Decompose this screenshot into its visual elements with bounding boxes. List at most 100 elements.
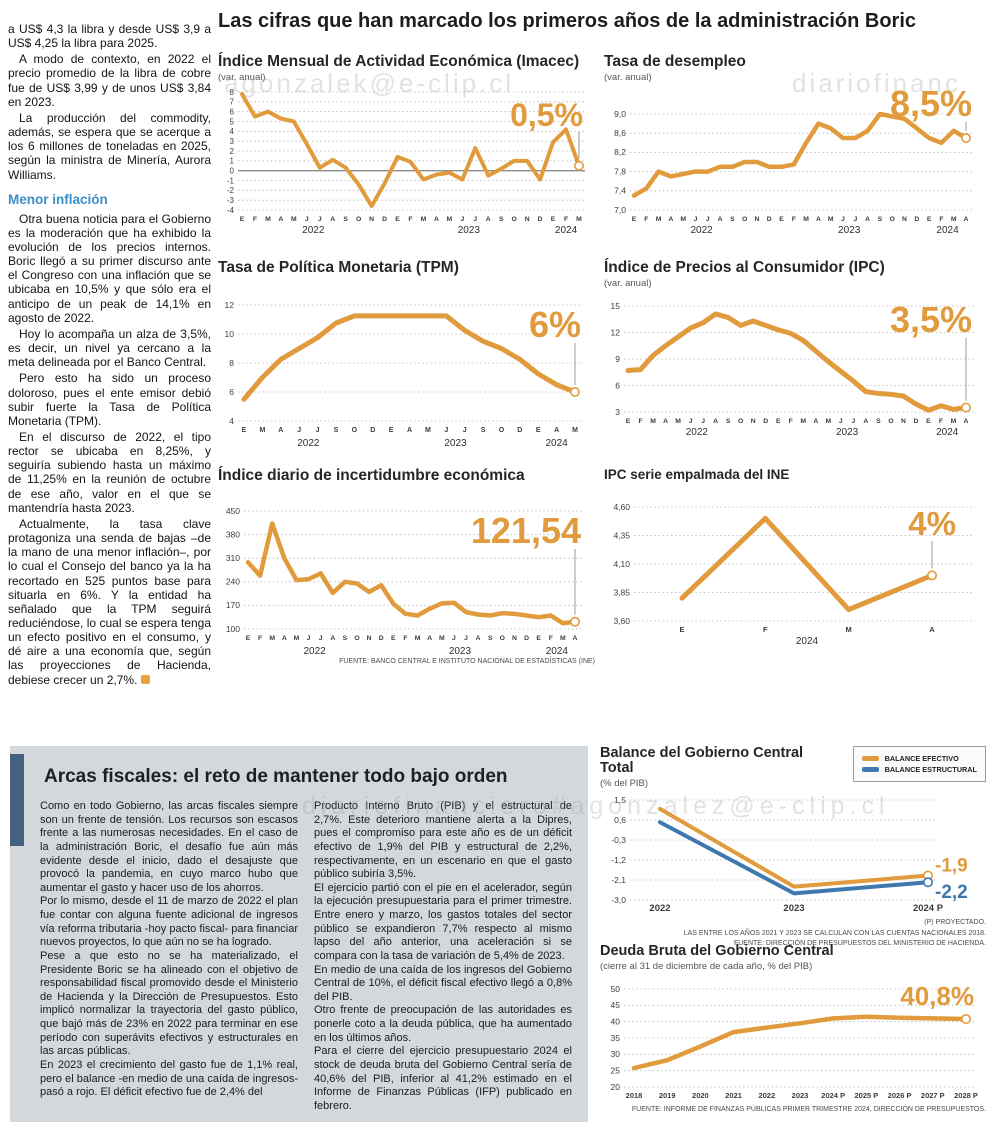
- chart-title: Índice diario de incertidumbre económica: [218, 467, 525, 484]
- svg-text:F: F: [564, 216, 568, 223]
- chart-title: IPC serie empalmada del INE: [604, 467, 790, 482]
- svg-text:6%: 6%: [529, 304, 581, 345]
- svg-text:S: S: [481, 427, 486, 434]
- footnote: (P) PROYECTADO.: [924, 919, 986, 927]
- article-paragraph: Actualmente, la tasa clave protagoniza u…: [8, 517, 211, 687]
- svg-text:D: D: [370, 427, 375, 434]
- fiscal-paragraph: Para el cierre del ejercicio presupuesta…: [314, 1045, 572, 1112]
- svg-text:F: F: [789, 418, 793, 425]
- fiscal-paragraph: Otro frente de preocupación de las autor…: [314, 1004, 572, 1044]
- page-title: Las cifras que han marcado los primeros …: [218, 10, 916, 32]
- svg-text:4%: 4%: [908, 505, 956, 542]
- svg-text:121,54: 121,54: [471, 510, 581, 551]
- svg-text:F: F: [403, 635, 407, 642]
- svg-text:2026 P: 2026 P: [888, 1091, 912, 1100]
- svg-text:0,6: 0,6: [614, 815, 626, 825]
- svg-text:2028 P: 2028 P: [954, 1091, 978, 1100]
- svg-text:O: O: [354, 635, 359, 642]
- svg-text:N: N: [369, 216, 374, 223]
- svg-text:12: 12: [611, 328, 621, 338]
- svg-text:S: S: [488, 635, 493, 642]
- svg-text:6: 6: [230, 108, 235, 117]
- svg-text:E: E: [536, 427, 541, 434]
- legend-item-efectivo: BALANCE EFECTIVO: [861, 754, 977, 763]
- fiscal-paragraph: Por lo mismo, desde el 11 de marzo de 20…: [40, 895, 298, 949]
- svg-text:A: A: [330, 216, 335, 223]
- svg-text:J: J: [319, 635, 323, 642]
- svg-text:F: F: [939, 418, 943, 425]
- svg-text:2024 P: 2024 P: [913, 903, 944, 914]
- svg-text:A: A: [816, 216, 821, 223]
- svg-text:D: D: [379, 635, 384, 642]
- svg-text:D: D: [767, 216, 772, 223]
- chart-subtitle: (% del PIB): [600, 778, 649, 790]
- svg-text:M: M: [576, 216, 582, 223]
- chart-legend: BALANCE EFECTIVO BALANCE ESTRUCTURAL: [852, 746, 986, 782]
- svg-text:M: M: [803, 216, 809, 223]
- svg-text:2022: 2022: [302, 225, 325, 236]
- chart-title: Índice Mensual de Actividad Económica (I…: [218, 53, 580, 70]
- svg-text:40: 40: [611, 1017, 621, 1027]
- svg-text:2019: 2019: [659, 1091, 676, 1100]
- svg-text:E: E: [679, 625, 684, 634]
- chart-ipc-empalmada: IPC serie empalmada del INE 4,60 4,35 4,10…: [604, 467, 986, 647]
- svg-text:M: M: [800, 418, 806, 425]
- svg-text:J: J: [452, 635, 456, 642]
- tpm-line-chart: 12 10 8 6 4 E M A J J S O D E A M J J S O D E A M 2022 2023 2024 6%: [225, 300, 583, 449]
- svg-text:A: A: [718, 216, 723, 223]
- desempleo-line-chart: 9,08,68,27,87,47,0E F M A M J J A S O N D E F M A M J J A S O…: [614, 86, 974, 236]
- svg-text:O: O: [500, 635, 505, 642]
- svg-text:240: 240: [226, 577, 240, 587]
- legend-label: BALANCE ESTRUCTURAL: [884, 765, 977, 774]
- svg-text:A: A: [964, 216, 969, 223]
- article-paragraph: A modo de contexto, en 2022 el precio pr…: [8, 52, 211, 109]
- svg-text:2024 P: 2024 P: [821, 1091, 845, 1100]
- svg-text:8,6: 8,6: [614, 128, 626, 138]
- svg-text:M: M: [572, 427, 578, 434]
- svg-text:5: 5: [230, 118, 235, 127]
- svg-text:-4: -4: [227, 206, 235, 215]
- svg-text:3: 3: [230, 137, 235, 146]
- svg-text:2018: 2018: [626, 1091, 643, 1100]
- svg-text:4: 4: [229, 416, 234, 426]
- svg-text:E: E: [927, 216, 932, 223]
- svg-text:S: S: [499, 216, 504, 223]
- svg-text:S: S: [343, 635, 348, 642]
- chart-title: Deuda Bruta del Gobierno Central: [600, 943, 834, 959]
- svg-text:M: M: [415, 635, 421, 642]
- svg-text:E: E: [776, 418, 781, 425]
- svg-text:A: A: [554, 427, 559, 434]
- svg-text:2022: 2022: [297, 438, 320, 449]
- svg-text:-1,9: -1,9: [935, 856, 968, 877]
- svg-text:A: A: [486, 216, 491, 223]
- chart-source: FUENTE: INFORME DE FINANZAS PÚBLICAS PRI…: [631, 1106, 986, 1114]
- svg-text:2023: 2023: [458, 225, 481, 236]
- svg-text:S: S: [334, 427, 339, 434]
- svg-text:J: J: [307, 635, 311, 642]
- footnote: LAS ENTRE LOS AÑOS 2021 Y 2023 SE CALCUL…: [683, 929, 986, 937]
- balance-line-chart: 1,5 0,6 -0,3 -1,2 -2,1 -3,0 2022 2023 2024 P -1,9…: [611, 795, 968, 914]
- svg-text:170: 170: [226, 600, 240, 610]
- svg-text:2027 P: 2027 P: [921, 1091, 945, 1100]
- svg-text:40,8%: 40,8%: [900, 981, 974, 1011]
- svg-text:8: 8: [230, 88, 235, 97]
- svg-text:3: 3: [615, 407, 620, 417]
- svg-text:O: O: [512, 216, 517, 223]
- svg-text:J: J: [839, 418, 843, 425]
- svg-text:J: J: [444, 427, 448, 434]
- fiscal-paragraph: Producto Interno Bruto (PIB) y el estruc…: [314, 800, 572, 881]
- svg-text:A: A: [813, 418, 818, 425]
- svg-text:-1: -1: [227, 177, 235, 186]
- svg-text:E: E: [391, 635, 396, 642]
- svg-text:A: A: [863, 418, 868, 425]
- svg-text:N: N: [902, 216, 907, 223]
- svg-text:7,4: 7,4: [614, 186, 626, 196]
- svg-text:A: A: [407, 427, 412, 434]
- svg-text:8,2: 8,2: [614, 147, 626, 157]
- chart-imacec: Índice Mensual de Actividad Económica (I…: [218, 53, 595, 236]
- svg-text:2021: 2021: [725, 1091, 742, 1100]
- svg-text:100: 100: [226, 624, 240, 634]
- fiscal-paragraph: En medio de una caída de los ingresos de…: [314, 963, 572, 1003]
- svg-text:M: M: [828, 216, 834, 223]
